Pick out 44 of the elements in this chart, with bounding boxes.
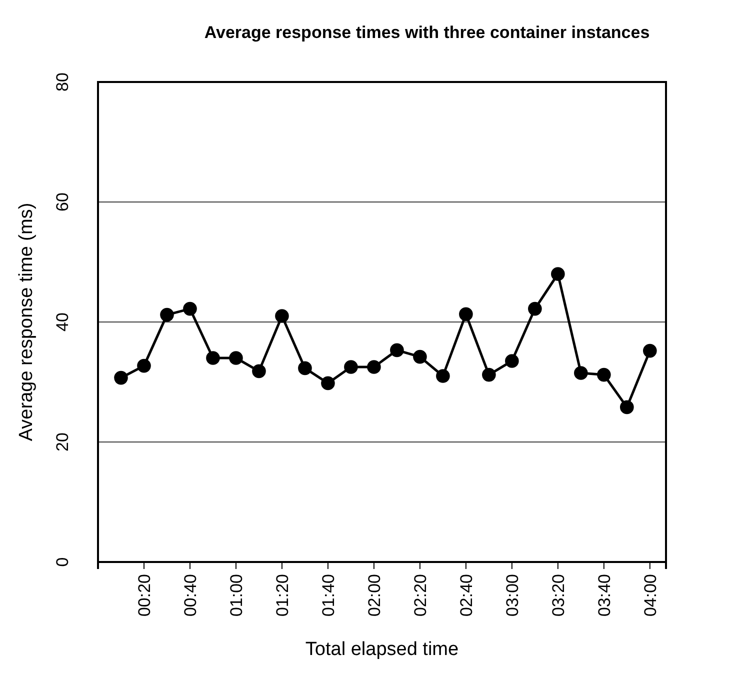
- point: [459, 307, 473, 322]
- y-tick-label: 80: [53, 72, 72, 92]
- point: [206, 351, 220, 365]
- y-axis-title: Average response time (ms): [16, 202, 37, 442]
- x-tick-label: 02:40: [456, 574, 476, 617]
- point: [436, 369, 450, 383]
- point: [275, 309, 289, 323]
- point: [597, 368, 611, 382]
- chart-title: Average response times with three container instances: [204, 23, 650, 42]
- point: [114, 370, 128, 385]
- point: [551, 267, 565, 281]
- x-axis-title: Total elapsed time: [305, 639, 459, 660]
- x-tick-label: 03:20: [548, 574, 568, 617]
- x-tick-label: 00:40: [180, 574, 200, 617]
- y-tick-label: 40: [53, 312, 72, 332]
- point: [367, 360, 381, 374]
- point: [390, 343, 404, 358]
- point: [229, 351, 243, 365]
- x-tick-label: 00:20: [134, 574, 154, 617]
- point: [574, 366, 588, 380]
- point: [183, 302, 197, 316]
- point: [642, 344, 657, 358]
- x-tick-label: 01:40: [318, 574, 338, 617]
- point: [252, 364, 266, 378]
- point: [505, 354, 519, 368]
- x-tick-label: 03:00: [502, 574, 522, 617]
- point: [137, 358, 151, 373]
- point: [528, 302, 542, 316]
- y-tick-label: 20: [53, 432, 72, 452]
- point: [344, 360, 358, 374]
- point: [620, 400, 634, 414]
- x-tick-label: 01:00: [226, 574, 246, 617]
- x-tick-label: 01:20: [272, 574, 292, 617]
- y-tick-label: 60: [53, 192, 72, 212]
- x-tick-label: 03:40: [594, 574, 614, 617]
- point: [298, 361, 312, 376]
- point: [482, 368, 496, 382]
- point: [160, 308, 174, 322]
- x-tick-label: 04:00: [640, 574, 660, 617]
- y-tick-label: 0: [53, 557, 72, 567]
- point: [321, 376, 335, 390]
- x-tick-label: 02:20: [410, 574, 430, 617]
- x-tick-label: 02:00: [364, 574, 384, 617]
- point: [413, 350, 427, 364]
